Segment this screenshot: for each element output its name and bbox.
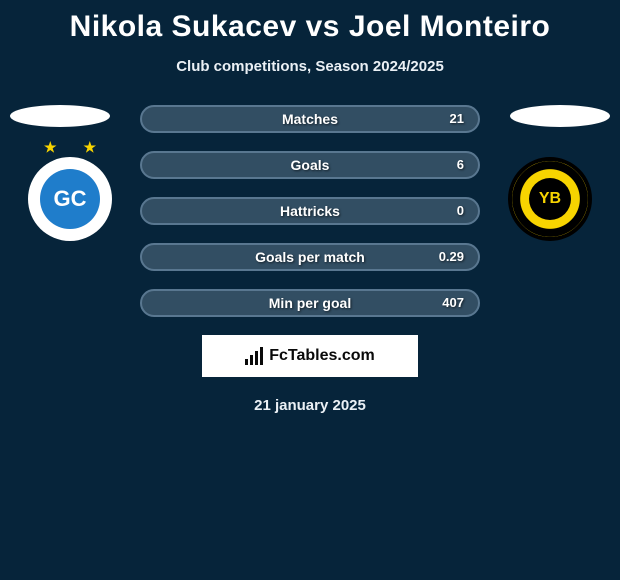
branding-text: FcTables.com (269, 347, 375, 365)
stat-value: 6 (457, 153, 464, 177)
star-icon: ★ (83, 139, 96, 156)
stat-bar: Goals 6 (140, 151, 480, 179)
page-title: Nikola Sukacev vs Joel Monteiro (0, 0, 620, 44)
club-badge-text-right: YB (529, 178, 571, 220)
stat-label: Min per goal (142, 291, 478, 315)
stat-bar: Hattricks 0 (140, 197, 480, 225)
stat-bar: Matches 21 (140, 105, 480, 133)
bar-chart-icon (245, 347, 263, 365)
club-logo-left: ★ ★ GC (28, 157, 112, 241)
player-photo-placeholder-left (10, 105, 110, 127)
stats-bars: Matches 21 Goals 6 Hattricks 0 Goals per… (140, 105, 480, 317)
stat-label: Matches (142, 107, 478, 131)
star-icon: ★ (44, 139, 57, 156)
stat-bar: Goals per match 0.29 (140, 243, 480, 271)
stat-label: Goals per match (142, 245, 478, 269)
comparison-content: ★ ★ GC YB Matches 21 Goals 6 Hattricks 0… (0, 105, 620, 414)
club-logo-right: YB (508, 157, 592, 241)
subtitle: Club competitions, Season 2024/2025 (0, 58, 620, 75)
stat-label: Goals (142, 153, 478, 177)
stat-bar: Min per goal 407 (140, 289, 480, 317)
player-photo-placeholder-right (510, 105, 610, 127)
stat-value: 0 (457, 199, 464, 223)
club-badge-text-left: GC (40, 169, 100, 229)
date-text: 21 january 2025 (0, 397, 620, 414)
branding-banner: FcTables.com (202, 335, 418, 377)
stat-label: Hattricks (142, 199, 478, 223)
stat-value: 407 (442, 291, 464, 315)
stat-value: 21 (450, 107, 464, 131)
stat-value: 0.29 (439, 245, 464, 269)
